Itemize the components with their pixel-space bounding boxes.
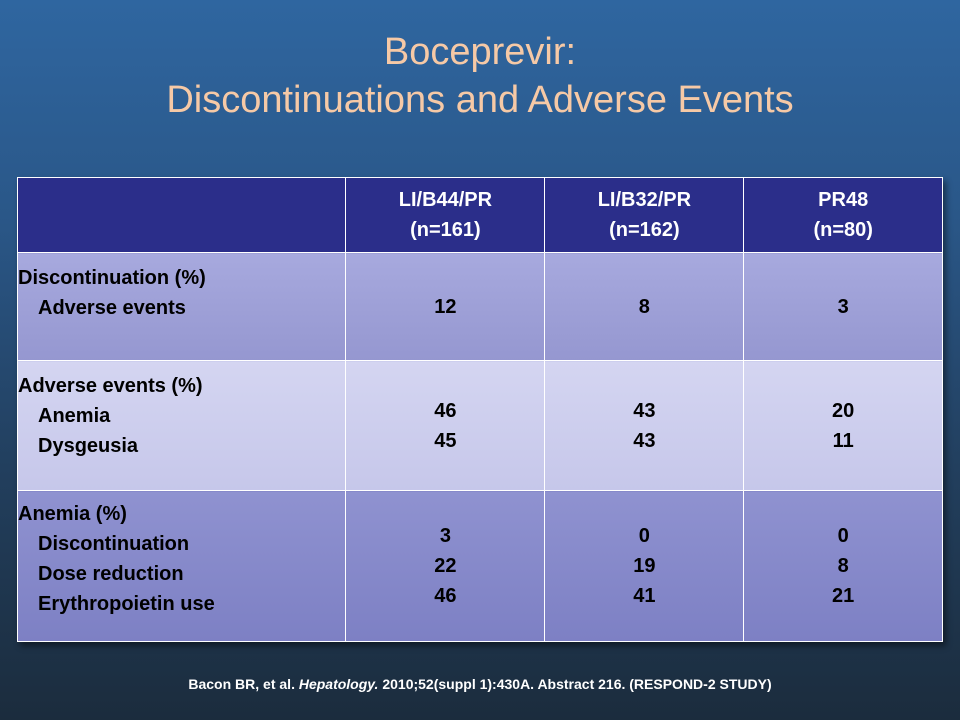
value-cell: 3 22 46 xyxy=(345,490,546,642)
row-label-cell: Anemia (%) Discontinuation Dose reductio… xyxy=(16,490,347,642)
value: 8 xyxy=(638,295,650,318)
value: 19 xyxy=(633,555,656,577)
value-cell: 0 8 21 xyxy=(743,490,943,642)
row-item: Dysgeusia xyxy=(38,435,139,457)
col-2-name: LI/B32/PR xyxy=(597,189,692,211)
row-item: Adverse events xyxy=(38,297,186,319)
value-cell: 20 11 xyxy=(743,360,943,491)
table-row-discontinuation: Discontinuation (%) Adverse events 12 8 … xyxy=(16,252,943,361)
row-item: Anemia xyxy=(38,405,111,427)
value-cell: 3 xyxy=(743,252,943,361)
row-heading: Discontinuation (%) xyxy=(18,267,206,289)
value: 46 xyxy=(434,399,457,422)
table-header-row: LI/B44/PR (n=161) LI/B32/PR (n=162) PR48… xyxy=(16,177,943,253)
value: 46 xyxy=(434,585,457,607)
value: 43 xyxy=(633,399,656,422)
title-line-1: Boceprevir: xyxy=(383,31,577,73)
row-label-cell: Discontinuation (%) Adverse events xyxy=(16,252,347,361)
col-3-name: PR48 xyxy=(818,189,869,211)
value: 0 xyxy=(638,525,650,547)
value: 20 xyxy=(832,399,855,422)
citation-authors: Bacon BR, et al. xyxy=(188,676,299,692)
row-item: Discontinuation xyxy=(38,533,190,555)
value-cell: 12 xyxy=(345,252,546,361)
value: 11 xyxy=(832,429,854,452)
row-item: Erythropoietin use xyxy=(38,593,215,615)
col-2-n: (n=162) xyxy=(609,219,680,241)
value: 41 xyxy=(633,585,656,607)
value-cell: 43 43 xyxy=(544,360,745,491)
slide-title: Boceprevir: Discontinuations and Adverse… xyxy=(0,28,960,124)
row-label-cell: Adverse events (%) Anemia Dysgeusia xyxy=(16,360,347,491)
value: 8 xyxy=(837,555,849,577)
value: 45 xyxy=(434,429,457,452)
value-cell: 46 45 xyxy=(345,360,546,491)
table-row-adverse-events: Adverse events (%) Anemia Dysgeusia 46 4… xyxy=(16,360,943,491)
results-table: LI/B44/PR (n=161) LI/B32/PR (n=162) PR48… xyxy=(16,177,943,642)
col-1-n: (n=161) xyxy=(410,219,481,241)
col-1-name: LI/B44/PR xyxy=(398,189,493,211)
header-blank-cell xyxy=(16,177,347,253)
citation: Bacon BR, et al. Hepatology. 2010;52(sup… xyxy=(0,676,960,692)
title-line-2: Discontinuations and Adverse Events xyxy=(166,79,794,121)
value: 22 xyxy=(434,555,457,577)
col-3-n: (n=80) xyxy=(813,219,873,241)
header-col-1: LI/B44/PR (n=161) xyxy=(345,177,546,253)
header-col-3: PR48 (n=80) xyxy=(743,177,943,253)
value: 0 xyxy=(837,525,849,547)
value: 3 xyxy=(439,525,451,547)
header-col-2: LI/B32/PR (n=162) xyxy=(544,177,745,253)
value: 12 xyxy=(434,295,457,318)
value-cell: 0 19 41 xyxy=(544,490,745,642)
citation-details: 2010;52(suppl 1):430A. Abstract 216. (RE… xyxy=(378,676,772,692)
row-heading: Adverse events (%) xyxy=(18,375,203,397)
row-heading: Anemia (%) xyxy=(18,503,127,525)
value-cell: 8 xyxy=(544,252,745,361)
value: 43 xyxy=(633,429,656,452)
citation-journal: Hepatology. xyxy=(298,676,379,692)
table-row-anemia: Anemia (%) Discontinuation Dose reductio… xyxy=(16,490,943,642)
value: 3 xyxy=(837,295,849,318)
value: 21 xyxy=(832,585,855,607)
row-item: Dose reduction xyxy=(38,563,184,585)
